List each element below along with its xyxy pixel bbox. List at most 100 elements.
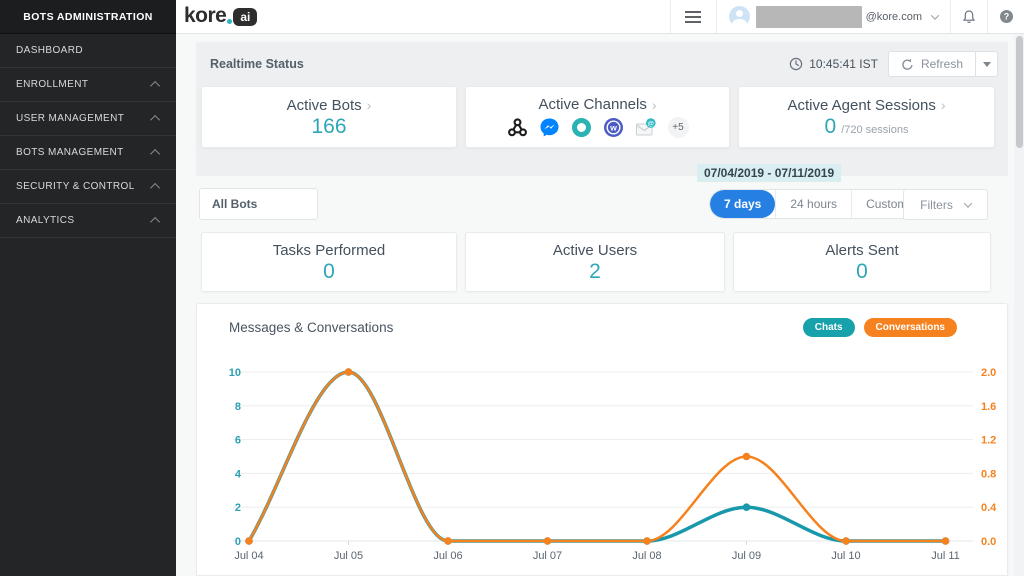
- sidebar-item-bots-management[interactable]: BOTS MANAGEMENT: [0, 136, 176, 170]
- realtime-clock: 10:45:41 IST: [789, 57, 878, 71]
- time-range-button-group: 7 days 24 hours Custom: [709, 189, 922, 219]
- logo-text: kore: [184, 5, 226, 27]
- chevron-up-icon: [150, 217, 160, 227]
- range-button-7-days[interactable]: 7 days: [710, 190, 775, 218]
- clock-icon: [789, 57, 803, 71]
- x-axis-label: Jul 08: [632, 550, 661, 562]
- sidebar-item-label: ANALYTICS: [16, 215, 74, 226]
- left-axis-tick: 6: [235, 435, 241, 447]
- sidebar-item-analytics[interactable]: ANALYTICS: [0, 204, 176, 238]
- scrollbar-thumb[interactable]: [1016, 36, 1023, 148]
- chart-title: Messages & Conversations: [229, 320, 393, 335]
- chevron-right-icon: ›: [367, 100, 372, 110]
- chevron-up-icon: [150, 115, 160, 125]
- chart-point-chats: [743, 503, 751, 511]
- chart-point-conversations: [444, 537, 452, 545]
- x-axis-label: Jul 11: [931, 550, 960, 562]
- alerts-sent-title: Alerts Sent: [825, 242, 898, 259]
- user-menu[interactable]: @kore.com: [716, 0, 950, 33]
- sidebar-item-enrollment[interactable]: ENROLLMENT: [0, 68, 176, 102]
- range-button-24-hours[interactable]: 24 hours: [775, 190, 852, 218]
- caret-down-icon: [983, 62, 991, 67]
- chart-point-conversations: [942, 537, 950, 545]
- kore-ai-logo[interactable]: kore ai: [184, 5, 257, 27]
- sidebar-item-user-management[interactable]: USER MANAGEMENT: [0, 102, 176, 136]
- x-axis-label: Jul 04: [234, 550, 263, 562]
- left-axis-tick: 10: [229, 367, 241, 379]
- realtime-status-panel: Realtime Status 10:45:41 IST: [196, 42, 1008, 176]
- chart-point-conversations: [743, 453, 751, 461]
- svg-text:@: @: [647, 120, 654, 127]
- active-channels-card[interactable]: Active Channels ›: [465, 86, 730, 148]
- realtime-time: 10:45:41 IST: [809, 57, 878, 71]
- sidebar-item-label: DASHBOARD: [16, 45, 83, 56]
- sidebar-item-security-control[interactable]: SECURITY & CONTROL: [0, 170, 176, 204]
- chevron-up-icon: [150, 149, 160, 159]
- left-axis-tick: 8: [235, 401, 241, 413]
- refresh-icon: [901, 58, 914, 71]
- bot-selector-dropdown[interactable]: All Bots: [199, 188, 318, 220]
- x-axis-label: Jul 06: [433, 550, 462, 562]
- right-axis-tick: 1.2: [981, 435, 996, 447]
- right-axis-tick: 0.0: [981, 536, 996, 548]
- notifications-button[interactable]: [950, 0, 987, 33]
- active-users-title: Active Users: [553, 242, 637, 259]
- legend-conversations-toggle[interactable]: Conversations: [864, 318, 957, 337]
- facebook-messenger-channel-icon: [539, 117, 560, 138]
- user-domain: @kore.com: [866, 11, 922, 23]
- user-name-redacted: [756, 6, 862, 28]
- chart-point-conversations: [842, 537, 850, 545]
- chart-line-chats: [249, 372, 946, 541]
- tasks-performed-card[interactable]: Tasks Performed 0: [201, 232, 457, 292]
- active-users-card[interactable]: Active Users 2: [465, 232, 725, 292]
- chevron-down-icon: [931, 11, 939, 19]
- sidebar-item-dashboard[interactable]: DASHBOARD: [0, 34, 176, 68]
- active-users-value: 2: [589, 261, 601, 283]
- refresh-button[interactable]: Refresh: [888, 51, 976, 77]
- legend-chats-toggle[interactable]: Chats: [803, 318, 855, 337]
- metric-cards-row: Tasks Performed 0 Active Users 2 Alerts …: [201, 232, 991, 292]
- refresh-dropdown-button[interactable]: [976, 51, 998, 77]
- sidebar-item-label: ENROLLMENT: [16, 79, 88, 90]
- vertical-scrollbar[interactable]: [1014, 34, 1024, 576]
- messages-conversations-chart: 00.020.440.861.281.6102.0Jul 04Jul 05Jul…: [197, 350, 1009, 575]
- sidebar-item-label: BOTS MANAGEMENT: [16, 147, 124, 158]
- x-axis-label: Jul 10: [831, 550, 860, 562]
- logo-dot: [227, 19, 232, 24]
- chart-line-conversations: [249, 372, 946, 541]
- svg-text:?: ?: [1003, 12, 1009, 22]
- left-axis-tick: 2: [235, 502, 241, 514]
- hamburger-menu-button[interactable]: [670, 0, 716, 33]
- chart-point-conversations: [245, 537, 253, 545]
- active-bots-card[interactable]: Active Bots › 166: [201, 86, 457, 148]
- chevron-down-icon: [964, 199, 972, 207]
- filters-label: Filters: [920, 198, 953, 212]
- logo-badge: ai: [233, 8, 257, 26]
- tasks-performed-value: 0: [323, 261, 335, 283]
- chevron-up-icon: [150, 81, 160, 91]
- main-content: Realtime Status 10:45:41 IST: [176, 34, 1024, 576]
- left-axis-tick: 4: [235, 468, 242, 480]
- bell-icon: [961, 9, 977, 25]
- active-channels-title: Active Channels: [538, 96, 646, 113]
- webhook-channel-icon: [507, 117, 528, 138]
- x-axis-label: Jul 09: [732, 550, 761, 562]
- right-axis-tick: 0.8: [981, 468, 996, 480]
- realtime-status-title: Realtime Status: [210, 57, 304, 71]
- help-button[interactable]: ?: [987, 0, 1024, 33]
- bot-selector-value: All Bots: [212, 197, 257, 211]
- right-axis-tick: 0.4: [981, 502, 997, 514]
- active-bots-title: Active Bots: [287, 97, 362, 114]
- agent-sessions-capacity: /720 sessions: [841, 124, 908, 136]
- workplace-chat-channel-icon: w: [603, 117, 624, 138]
- more-channels-badge[interactable]: +5: [668, 117, 689, 138]
- active-agent-sessions-card[interactable]: Active Agent Sessions › 0 /720 sessions: [738, 86, 995, 148]
- x-axis-label: Jul 07: [533, 550, 562, 562]
- sidebar-title: BOTS ADMINISTRATION: [0, 0, 176, 34]
- active-agent-sessions-title: Active Agent Sessions: [787, 97, 935, 114]
- right-axis-tick: 1.6: [981, 401, 996, 413]
- tasks-performed-title: Tasks Performed: [273, 242, 386, 259]
- alerts-sent-card[interactable]: Alerts Sent 0: [733, 232, 991, 292]
- filters-dropdown-button[interactable]: Filters: [903, 189, 988, 220]
- chevron-right-icon: ›: [652, 100, 657, 110]
